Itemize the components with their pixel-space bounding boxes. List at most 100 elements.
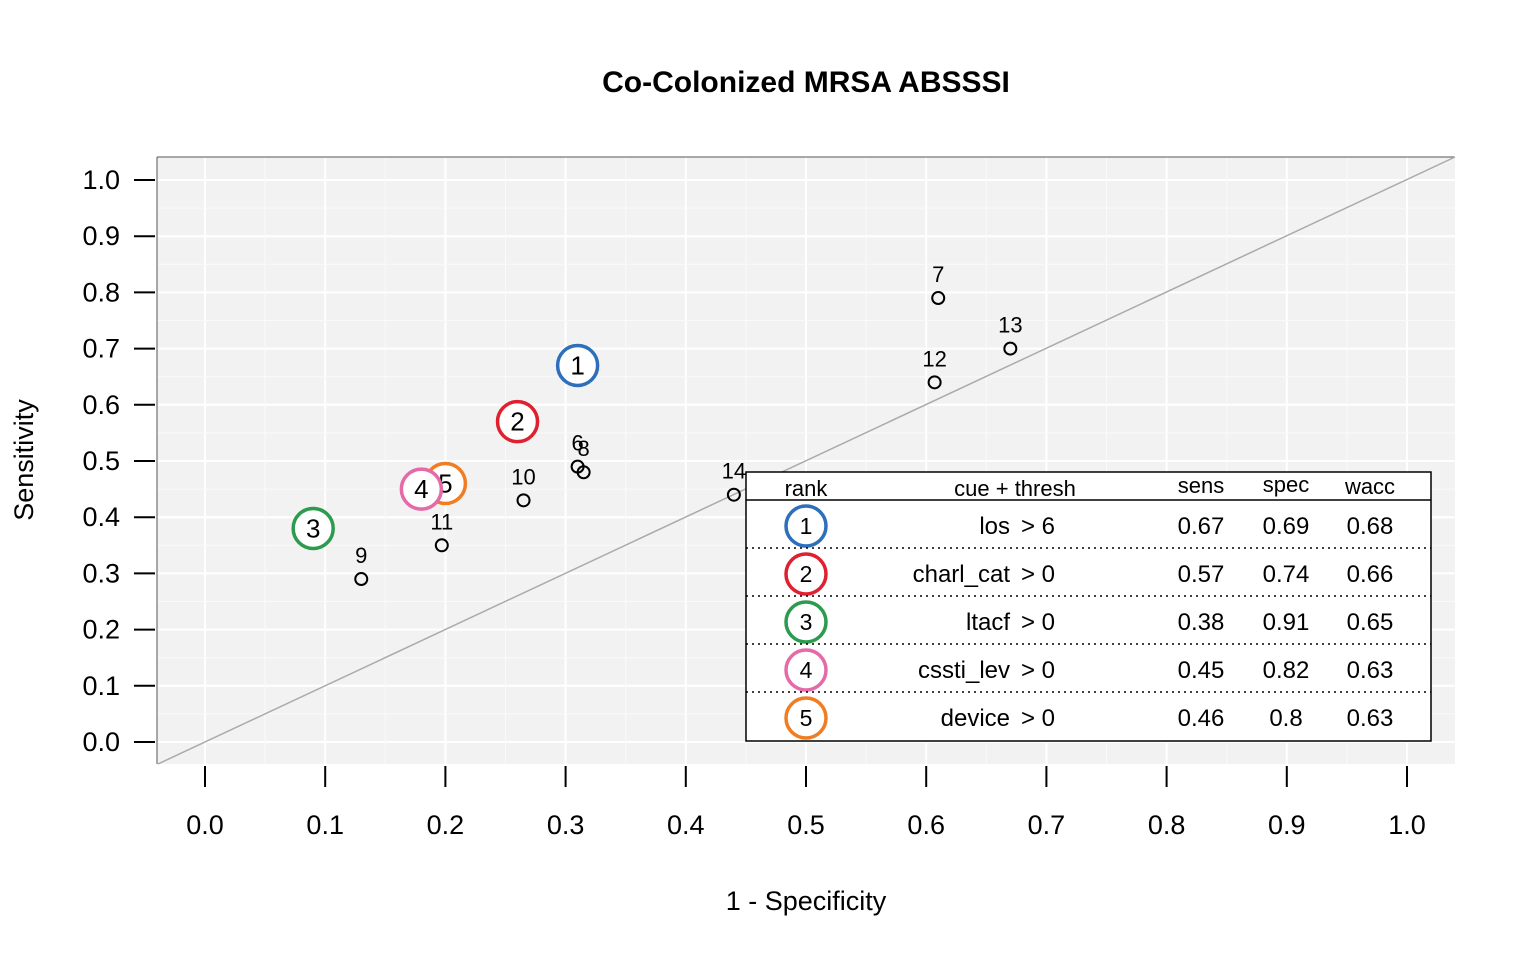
x-tick-label: 0.6 xyxy=(907,810,945,840)
x-tick-label: 0.4 xyxy=(667,810,705,840)
ranked-point-marker xyxy=(291,506,335,551)
legend-wacc: 0.63 xyxy=(1347,657,1394,684)
point-label: 8 xyxy=(578,436,590,461)
legend-rank-label: 3 xyxy=(800,609,813,635)
x-tick-label: 0.5 xyxy=(787,810,825,840)
legend-rank-label: 2 xyxy=(800,561,813,587)
y-tick-label: 0.4 xyxy=(82,502,120,532)
legend-thresh: > 0 xyxy=(1021,705,1055,732)
legend-spec: 0.8 xyxy=(1269,705,1302,732)
y-tick-label: 0.0 xyxy=(82,727,120,757)
y-tick-label: 0.2 xyxy=(82,615,120,645)
x-tick-label: 0.3 xyxy=(547,810,585,840)
ranked-point-marker xyxy=(495,399,540,444)
legend-sens: 0.46 xyxy=(1178,705,1225,732)
legend-cue: ltacf xyxy=(966,609,1010,636)
legend-cue: charl_cat xyxy=(913,561,1011,588)
point-label: 12 xyxy=(922,346,946,371)
point-label: 14 xyxy=(722,459,746,484)
y-tick-label: 0.5 xyxy=(82,446,120,476)
legend-box xyxy=(745,471,1432,742)
point-marker xyxy=(931,291,946,306)
y-axis-label: Sensitivity xyxy=(9,399,39,521)
legend-sens: 0.45 xyxy=(1178,657,1225,684)
legend-rank-label: 1 xyxy=(800,513,813,539)
y-tick-label: 0.1 xyxy=(82,671,120,701)
y-tick-label: 0.9 xyxy=(82,221,120,251)
point-marker xyxy=(354,572,369,587)
point-label: 10 xyxy=(511,464,535,489)
legend-header-wacc: wacc xyxy=(1344,474,1395,499)
point-label: 6 xyxy=(571,431,583,456)
ranked-point-marker xyxy=(399,467,444,511)
point-label: 7 xyxy=(932,262,944,287)
legend-rank-marker xyxy=(784,696,828,740)
x-tick-label: 0.8 xyxy=(1148,810,1186,840)
x-tick-label: 0.1 xyxy=(306,810,344,840)
legend-thresh: > 0 xyxy=(1021,657,1055,684)
legend-wacc: 0.68 xyxy=(1347,513,1394,540)
point-marker xyxy=(576,465,591,480)
legend-rank-label: 5 xyxy=(800,705,813,731)
legend-header-rank: rank xyxy=(785,476,829,501)
y-tick-label: 0.6 xyxy=(82,390,120,420)
legend-rank-marker xyxy=(784,552,828,596)
point-marker xyxy=(726,487,741,502)
y-tick-label: 0.3 xyxy=(82,558,120,588)
legend-wacc: 0.65 xyxy=(1347,609,1394,636)
ranked-point-label: 3 xyxy=(306,513,320,543)
y-tick-label: 0.7 xyxy=(82,334,120,364)
x-axis-label: 1 - Specificity xyxy=(726,886,887,916)
point-marker xyxy=(516,493,531,508)
legend-spec: 0.91 xyxy=(1263,609,1310,636)
legend-header-sens: sens xyxy=(1178,473,1224,498)
legend-table: rank cue + thresh sens spec wacc 1 los > 6… xyxy=(745,471,1432,742)
legend-rank-label: 4 xyxy=(800,657,813,683)
legend-sens: 0.57 xyxy=(1178,561,1225,588)
point-marker xyxy=(1003,341,1018,356)
ranked-point-label: 1 xyxy=(570,350,584,380)
point-marker xyxy=(434,538,449,553)
legend-cue: los xyxy=(979,513,1010,540)
legend-thresh: > 0 xyxy=(1021,561,1055,588)
legend-spec: 0.74 xyxy=(1263,561,1310,588)
x-tick-label: 0.7 xyxy=(1028,810,1066,840)
legend-thresh: > 6 xyxy=(1021,513,1055,540)
legend-rank-marker xyxy=(784,648,828,692)
y-tick-label: 1.0 xyxy=(82,165,120,195)
legend-rows: 1 los > 6 0.67 0.69 0.68 2 charl_cat > 0 0.57 0.74… xyxy=(746,504,1431,740)
ranked-point-label: 2 xyxy=(510,407,524,437)
legend-spec: 0.69 xyxy=(1263,513,1310,540)
x-tick-label: 0.2 xyxy=(427,810,465,840)
x-tick-label: 0.9 xyxy=(1268,810,1306,840)
point-label: 11 xyxy=(430,509,453,534)
legend-rank-marker xyxy=(784,504,828,548)
legend-header-spec: spec xyxy=(1263,472,1309,497)
legend-cue: cssti_lev xyxy=(918,657,1010,684)
legend-wacc: 0.63 xyxy=(1347,705,1394,732)
legend-spec: 0.82 xyxy=(1263,657,1310,684)
ranked-point-label: 4 xyxy=(414,474,428,504)
point-label: 9 xyxy=(355,543,367,568)
diagonal-reference-line xyxy=(157,156,1456,765)
panel-border xyxy=(156,156,1455,764)
x-tick-label: 0.0 xyxy=(186,810,224,840)
y-axis: 0.0 0.1 0.2 0.3 0.4 0.5 0.6 0.7 0.8 0.9 1.0 xyxy=(82,165,155,757)
legend-wacc: 0.66 xyxy=(1347,561,1394,588)
legend-cue: device xyxy=(941,705,1010,732)
chart-title: Co-Colonized MRSA ABSSSI xyxy=(602,66,1010,99)
y-tick-label: 0.8 xyxy=(82,277,120,307)
x-tick-label: 1.0 xyxy=(1388,810,1426,840)
legend-rank-marker xyxy=(784,600,828,644)
legend-thresh: > 0 xyxy=(1021,609,1055,636)
legend-sens: 0.38 xyxy=(1178,609,1225,636)
legend-header-cue: cue + thresh xyxy=(954,476,1076,501)
point-marker xyxy=(927,375,942,390)
point-label: 13 xyxy=(998,313,1022,338)
ranked-point-marker xyxy=(555,343,600,388)
legend-sens: 0.67 xyxy=(1178,513,1225,540)
x-axis: 0.0 0.1 0.2 0.3 0.4 0.5 0.6 0.7 0.8 0.9 1.0 xyxy=(186,766,1426,840)
